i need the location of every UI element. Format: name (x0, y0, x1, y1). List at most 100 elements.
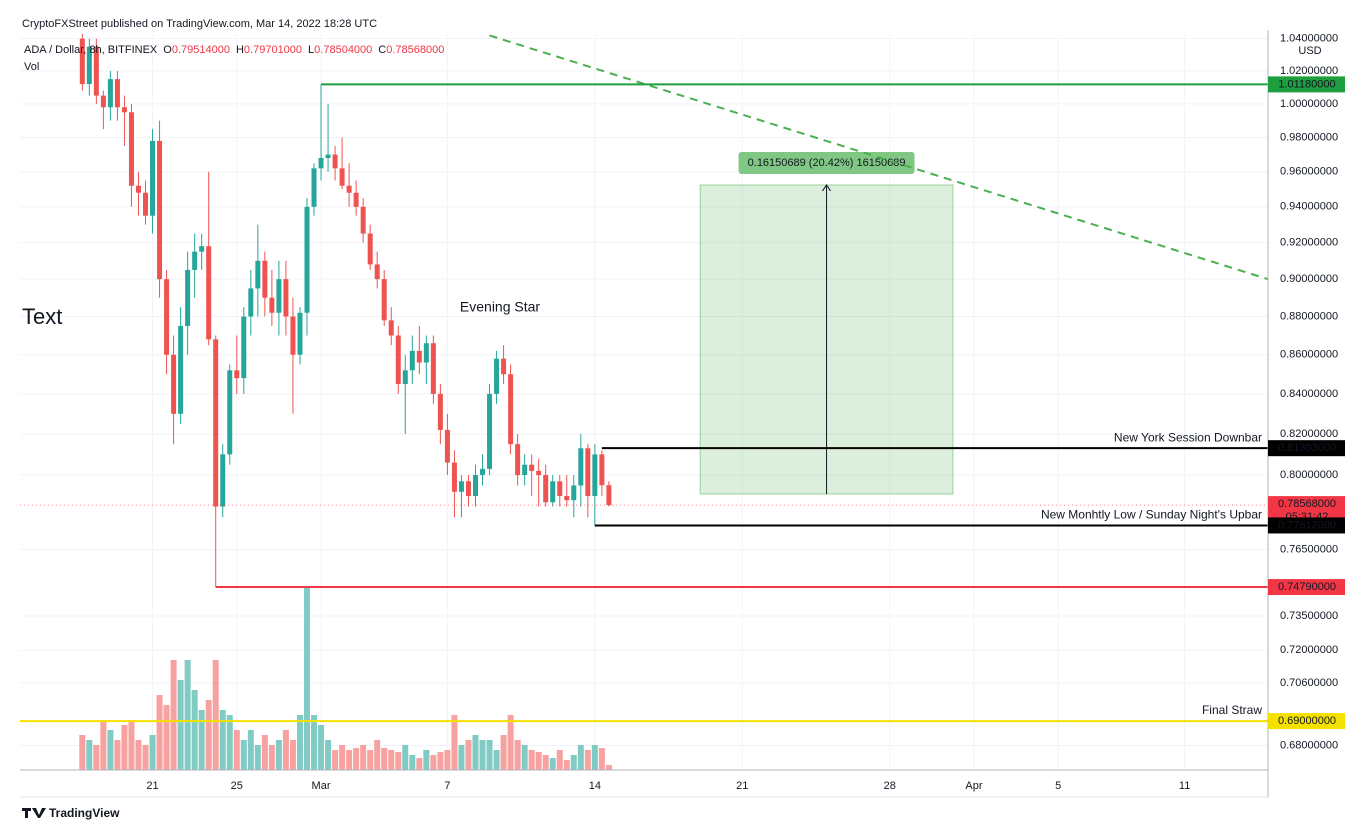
y-tick-label: 0.70600000 (1280, 677, 1338, 689)
candle-body (86, 46, 92, 85)
volume-bar (100, 720, 107, 770)
volume-bar (528, 750, 535, 770)
candle-body (571, 485, 577, 501)
volume-bar (402, 745, 409, 770)
candle-body (114, 79, 120, 108)
volume-bar (261, 735, 268, 770)
legend-volume: Vol (24, 61, 39, 73)
volume-bar (107, 730, 114, 770)
price-label: 0.81303000 (1278, 442, 1336, 454)
candle-body (515, 444, 521, 476)
header: CryptoFXStreet published on TradingView.… (22, 18, 377, 30)
y-tick-label: 0.80000000 (1280, 469, 1338, 481)
volume-bar (318, 725, 325, 770)
candle-body (206, 246, 212, 340)
footer: TradingView (49, 806, 120, 820)
volume-bar (163, 705, 170, 770)
x-tick-label: 5 (1055, 780, 1061, 792)
y-tick-label: 0.76500000 (1280, 543, 1338, 555)
y-tick-label: 0.86000000 (1280, 349, 1338, 361)
volume-bar (577, 745, 584, 770)
volume-bar (93, 745, 100, 770)
volume-bar (282, 730, 289, 770)
volume-bar (254, 745, 261, 770)
volume-bar (507, 715, 514, 770)
candle-body (325, 154, 331, 159)
y-tick-label: 1.02000000 (1280, 65, 1338, 77)
volume-bar (198, 710, 205, 770)
axis: 1.04000000 1.02000000 1.00000000 0.98000000… (146, 33, 1345, 792)
legend-value: 0.79701000 (244, 44, 302, 56)
measure-arrow-head (822, 184, 831, 192)
legend: ADA / Dollar, 8h, BITFINEX O0.79514000 H0.… (24, 44, 444, 56)
price-label: 0.78568000 (1278, 498, 1336, 510)
volume-bar (135, 740, 142, 770)
candle-body (592, 454, 598, 496)
candle-body (353, 192, 359, 207)
candle-body (143, 192, 149, 216)
volume-bar (268, 745, 275, 770)
volume-bar (479, 740, 486, 770)
candle-body (543, 475, 549, 503)
candle-body (93, 46, 99, 96)
measure-label: 0.16150689 (20.42%) 16150689 (748, 157, 906, 169)
candle-body (234, 370, 240, 379)
y-tick-label: 0.73500000 (1280, 610, 1338, 622)
candle-body (164, 279, 170, 355)
candle-body (192, 251, 198, 270)
candle-body (564, 495, 570, 501)
volume-bar (332, 750, 339, 770)
y-tick-label: 0.84000000 (1280, 388, 1338, 400)
volume-bar (493, 750, 500, 770)
candle-body (346, 185, 352, 193)
y-tick-label: 1.04000000 (1280, 33, 1338, 45)
trend-line (489, 34, 1269, 281)
volume-bar (465, 740, 472, 770)
volume-bar (374, 740, 381, 770)
legend-value: 0.78568000 (386, 44, 444, 56)
volume-bar (353, 748, 360, 770)
volume-bar (430, 755, 437, 770)
volume-bar (360, 745, 367, 770)
candle-body (304, 206, 310, 313)
overlay: 0.16150689 (20.42%) 16150689 New York Ses… (20, 34, 1269, 723)
price-label-box (1268, 440, 1345, 457)
volume-bar (514, 740, 521, 770)
candle-body (332, 154, 338, 169)
candle-body (178, 326, 184, 414)
annotation: Text (22, 304, 62, 329)
volume-bar (177, 680, 184, 770)
candle-body (220, 454, 226, 507)
volume-bar (311, 715, 318, 770)
volume-bar (184, 660, 191, 770)
candle-body (585, 448, 591, 496)
candle-body (599, 454, 605, 486)
volume-bar (156, 695, 163, 770)
volume-bar (563, 760, 570, 770)
candle-body (550, 481, 556, 503)
y-tick-label: 0.68000000 (1280, 739, 1338, 751)
candle-body (283, 279, 289, 317)
volume-bar (233, 730, 240, 770)
plot (79, 33, 612, 770)
x-tick-label: 7 (444, 780, 450, 792)
y-tick-label: 0.94000000 (1280, 201, 1338, 213)
level-note: Final Straw (1202, 703, 1262, 717)
volume-bar (86, 740, 93, 770)
volume-bar (128, 720, 135, 770)
volume-bar (226, 715, 233, 770)
level-note: New Monhtly Low / Sunday Night's Upbar (1041, 508, 1262, 522)
volume-bar (367, 750, 374, 770)
x-tick-label: Apr (965, 780, 982, 792)
candle-body (480, 468, 486, 476)
y-tick-label: 0.92000000 (1280, 236, 1338, 248)
candle-body (157, 140, 163, 280)
volume-bar (339, 745, 346, 770)
candle-body (121, 107, 127, 113)
candle-body (606, 485, 612, 506)
volume-bar (500, 735, 507, 770)
candle-body (339, 168, 345, 186)
candle-body (557, 481, 563, 496)
